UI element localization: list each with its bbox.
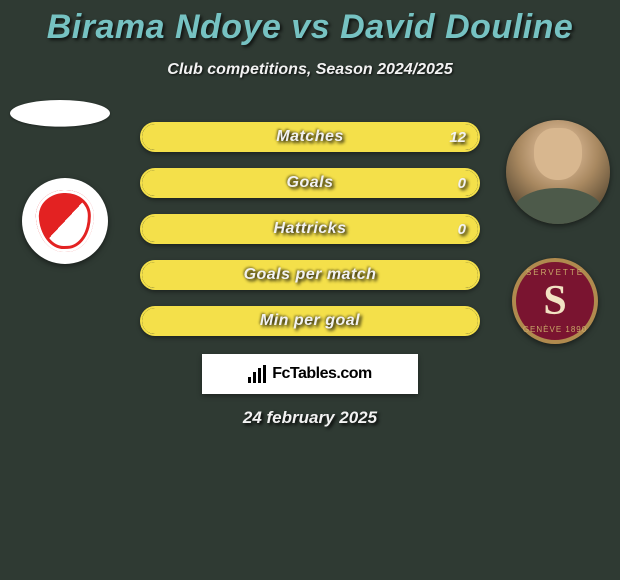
stat-label: Min per goal <box>260 312 360 330</box>
stat-label: Goals per match <box>244 266 377 284</box>
snapshot-date: 24 february 2025 <box>0 408 620 428</box>
fc-sion-logo-icon <box>22 178 108 264</box>
servette-letter: S <box>543 280 566 322</box>
team-right-badge: SERVETTE S GENÈVE 1890 <box>512 258 598 344</box>
stats-panel: Matches 12 Goals 0 Hattricks 0 Goals per… <box>140 122 480 352</box>
brand-text: FcTables.com <box>272 365 372 383</box>
servette-ring-bottom: GENÈVE 1890 <box>516 325 594 334</box>
page-title: Birama Ndoye vs David Douline <box>0 0 620 47</box>
stat-label: Hattricks <box>274 220 347 238</box>
stat-row-matches: Matches 12 <box>140 122 480 152</box>
bar-chart-icon <box>248 365 266 383</box>
stat-label: Matches <box>276 128 344 146</box>
stat-row-goals-per-match: Goals per match <box>140 260 480 290</box>
servette-ring-top: SERVETTE <box>516 268 594 277</box>
comparison-card: Birama Ndoye vs David Douline Club compe… <box>0 0 620 580</box>
stat-value-right: 0 <box>446 170 478 196</box>
stat-label: Goals <box>287 174 334 192</box>
stat-value-right: 0 <box>446 216 478 242</box>
avatar-placeholder-icon <box>10 100 110 127</box>
stat-row-min-per-goal: Min per goal <box>140 306 480 336</box>
fctables-brand-link[interactable]: FcTables.com <box>202 354 418 394</box>
stat-row-hattricks: Hattricks 0 <box>140 214 480 244</box>
stat-row-goals: Goals 0 <box>140 168 480 198</box>
servette-logo-icon: SERVETTE S GENÈVE 1890 <box>512 258 598 344</box>
player-left-avatar <box>10 100 110 170</box>
player-right-avatar <box>506 120 610 224</box>
avatar-photo-icon <box>506 120 610 224</box>
stat-value-right: 12 <box>437 124 478 150</box>
team-left-badge <box>22 178 108 264</box>
subtitle: Club competitions, Season 2024/2025 <box>0 61 620 79</box>
